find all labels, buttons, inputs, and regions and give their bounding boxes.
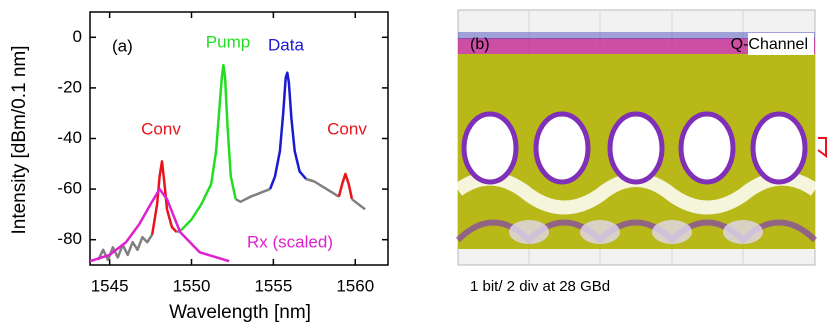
spectrum-line <box>339 174 352 199</box>
annotation: Conv <box>327 119 367 138</box>
annotation: Rx (scaled) <box>247 232 333 251</box>
spectrum-line <box>182 65 236 230</box>
y-tick-label: -20 <box>57 77 82 96</box>
page: (b) Q-Channel 1 bit/ 2 div at 28 GBd Wav… <box>0 0 830 333</box>
y-tick-label: 0 <box>73 27 82 46</box>
spectrum-line <box>306 179 339 197</box>
annotation: Conv <box>141 119 181 138</box>
y-tick-label: -40 <box>57 128 82 147</box>
y-axis-label: Intensity [dBm/0.1 nm] <box>9 45 30 234</box>
spectrum-line <box>270 73 306 189</box>
annotation: Data <box>268 35 304 54</box>
annotation: (a) <box>112 36 133 55</box>
y-tick-label: -80 <box>57 229 82 248</box>
spectrum-line <box>152 161 177 234</box>
x-axis-label: Wavelength [nm] <box>169 302 311 323</box>
caption: 1 bit/ 2 div at 28 GBd <box>470 278 610 295</box>
x-tick-label: 1550 <box>173 276 211 295</box>
channel-label: Q-Channel <box>731 36 808 53</box>
panel-label: (b) <box>470 36 490 53</box>
spectrum-line <box>352 199 365 209</box>
figure: (b) Q-Channel 1 bit/ 2 div at 28 GBd Wav… <box>0 0 830 328</box>
x-tick-label: 1555 <box>254 276 292 295</box>
x-tick-label: 1545 <box>91 276 129 295</box>
y-tick-label: -60 <box>57 179 82 198</box>
annotation: Pump <box>206 32 250 51</box>
spectrum-line <box>236 189 270 202</box>
x-tick-label: 1560 <box>336 276 374 295</box>
